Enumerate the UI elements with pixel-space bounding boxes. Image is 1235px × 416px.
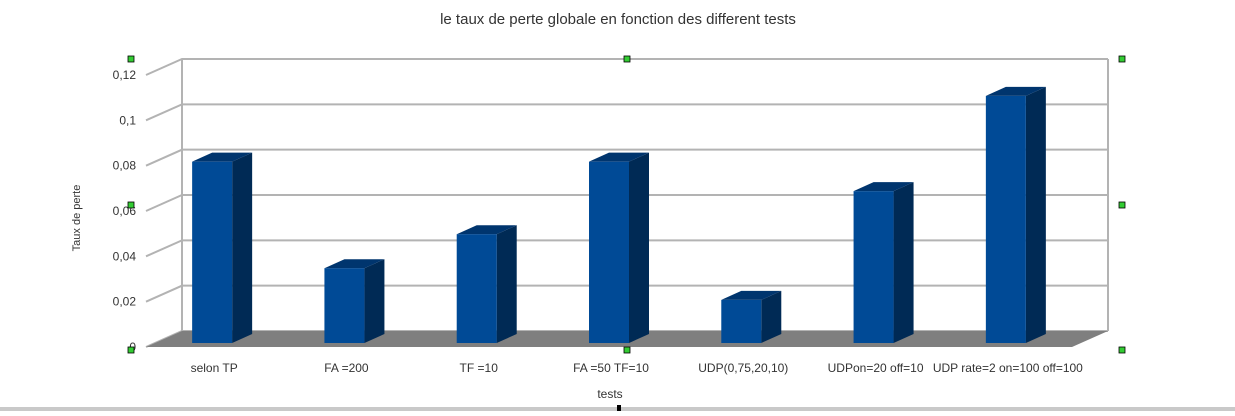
gridline — [145, 239, 1108, 258]
bar-side — [893, 182, 914, 343]
selection-handle — [1118, 201, 1126, 209]
selection-handles — [127, 55, 1126, 354]
bar-front — [721, 299, 762, 343]
bar — [589, 152, 649, 343]
x-axis-ticks: selon TP FA =200 TF =10 FA =50 TF=10 UDP(0,7… — [191, 361, 1084, 375]
bar-side — [496, 225, 517, 343]
grid-layer — [145, 58, 1109, 348]
selection-handle — [1118, 346, 1126, 354]
x-tick-label: FA =50 TF=10 — [573, 361, 649, 375]
selection-handle — [623, 55, 631, 63]
bar-top — [589, 152, 649, 162]
selection-handle — [1118, 55, 1126, 63]
bar — [985, 86, 1046, 343]
bar-top — [324, 259, 385, 269]
bar-front — [324, 268, 365, 343]
x-tick-label: TF =10 — [460, 361, 499, 375]
bar-side — [364, 259, 385, 343]
bar-top — [192, 152, 253, 162]
bar — [853, 182, 914, 343]
x-tick-label: UDPon=20 off=10 — [828, 361, 924, 375]
bar — [721, 290, 782, 343]
gridline — [145, 58, 1108, 76]
x-tick-label: UDP rate=2 on=100 off=100 — [933, 361, 1083, 375]
page-bottom-mark — [617, 405, 621, 411]
selection-handle — [127, 346, 135, 354]
bar-side — [1025, 86, 1046, 343]
bars-layer — [192, 86, 1046, 343]
chart-title: le taux de perte globale en fonction des… — [440, 11, 796, 28]
bar-front — [589, 161, 629, 343]
bar-top — [721, 290, 782, 300]
x-tick-label: UDP(0,75,20,10) — [698, 361, 788, 375]
y-tick-label: 0,04 — [113, 249, 137, 263]
bar-front — [853, 191, 894, 343]
bar-front — [192, 161, 233, 343]
bar-side — [761, 290, 782, 343]
gridline — [145, 103, 1108, 122]
bar — [192, 152, 253, 343]
y-axis-label: Taux de perte — [71, 185, 83, 252]
gridline — [145, 194, 1108, 212]
bar-top — [853, 182, 914, 192]
bar-front — [456, 234, 497, 343]
bar — [324, 259, 385, 343]
x-tick-label: FA =200 — [324, 361, 369, 375]
y-tick-label: 0,1 — [119, 113, 136, 127]
bar-front — [985, 95, 1026, 343]
y-tick-label: 0,12 — [113, 68, 137, 82]
selection-handle — [127, 201, 135, 209]
bar-top — [456, 225, 517, 235]
bar-side — [629, 152, 649, 343]
bar — [456, 225, 517, 343]
y-axis-ticks: 00,020,040,060,080,10,12 — [113, 68, 137, 354]
gridline — [145, 148, 1108, 167]
x-axis-label: tests — [597, 387, 622, 401]
gridline — [145, 284, 1108, 303]
y-tick-label: 0,08 — [113, 159, 137, 173]
selection-handle — [127, 55, 135, 63]
y-tick-label: 0,02 — [113, 295, 137, 309]
x-tick-label: selon TP — [191, 361, 238, 375]
selection-handle — [623, 346, 631, 354]
bar-side — [232, 152, 253, 343]
bar-top — [985, 86, 1046, 96]
